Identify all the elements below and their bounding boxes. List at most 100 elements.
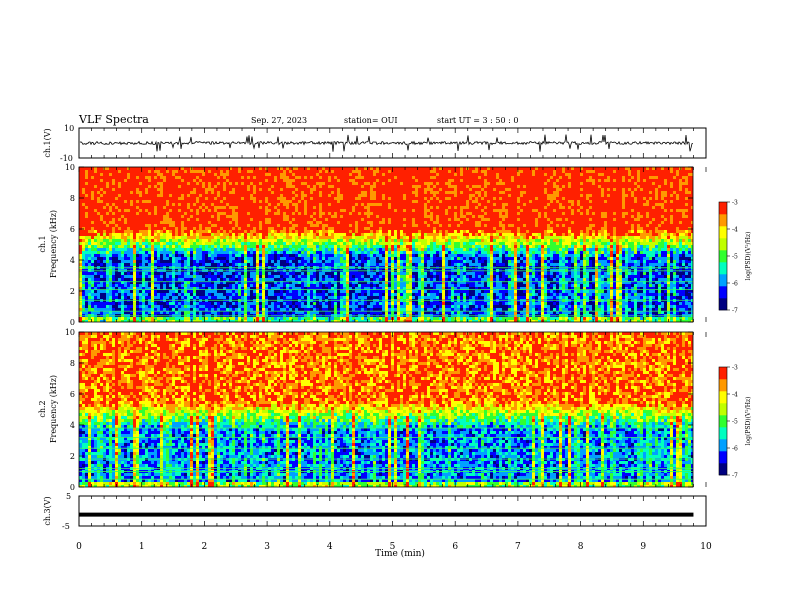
spectrogram-cell: [148, 251, 151, 254]
spectrogram-cell: [235, 218, 238, 221]
spectrogram-cell: [256, 182, 259, 185]
spectrogram-cell: [193, 176, 196, 179]
spectrogram-cell: [358, 170, 361, 173]
spectrogram-cell: [187, 167, 190, 170]
spectrogram-cell: [238, 176, 241, 179]
spectrogram-cell: [232, 275, 235, 278]
spectrogram-cell: [337, 191, 340, 194]
spectrogram-cell: [295, 221, 298, 224]
spectrogram-cell: [229, 224, 232, 227]
spectrogram-cell: [127, 293, 130, 296]
spectrogram-cell: [364, 287, 367, 290]
spectrogram-cell: [274, 215, 277, 218]
spectrogram-cell: [301, 287, 304, 290]
spectrogram-cell: [115, 239, 118, 242]
spectrogram-cell: [214, 263, 217, 266]
spectrogram-cell: [148, 173, 151, 176]
spectrogram-cell: [181, 188, 184, 191]
spectrogram-cell: [328, 203, 331, 206]
spectrogram-cell: [205, 224, 208, 227]
spectrogram-cell: [148, 290, 151, 293]
spectrogram-cell: [301, 251, 304, 254]
spectrogram-cell: [340, 227, 343, 230]
spectrogram-cell: [313, 293, 316, 296]
spectrogram-cell: [325, 242, 328, 245]
spectrogram-cell: [178, 284, 181, 287]
spectrogram-cell: [202, 296, 205, 299]
spectrogram-cell: [112, 224, 115, 227]
spectrogram-cell: [229, 203, 232, 206]
spectrogram-cell: [133, 185, 136, 188]
spectrogram-cell: [259, 284, 262, 287]
spectrogram-cell: [130, 182, 133, 185]
spectrogram-cell: [79, 302, 82, 305]
spectrogram-cell: [337, 251, 340, 254]
spectrogram-cell: [181, 290, 184, 293]
spectrogram-cell: [223, 305, 226, 308]
spectrogram-cell: [352, 260, 355, 263]
spectrogram-cell: [172, 212, 175, 215]
spectrogram-cell: [214, 302, 217, 305]
spectrogram-cell: [175, 284, 178, 287]
spectrogram-cell: [346, 248, 349, 251]
spectrogram-cell: [205, 167, 208, 170]
spectrogram-cell: [178, 257, 181, 260]
spectrogram-cell: [334, 173, 337, 176]
spectrogram-cell: [340, 200, 343, 203]
spectrogram-cell: [115, 251, 118, 254]
spectrogram-cell: [124, 290, 127, 293]
spectrogram-cell: [334, 206, 337, 209]
spectrogram-cell: [94, 236, 97, 239]
spectrogram-cell: [94, 221, 97, 224]
spectrogram-cell: [232, 227, 235, 230]
spectrogram-cell: [145, 290, 148, 293]
ch1-waveform-panel: 10 -10 ch.1(V): [43, 124, 707, 163]
spectrogram-cell: [343, 311, 346, 314]
spectrogram-cell: [124, 272, 127, 275]
spectrogram-cell: [307, 263, 310, 266]
spectrogram-cell: [217, 218, 220, 221]
spectrogram-cell: [205, 191, 208, 194]
spectrogram-cell: [343, 224, 346, 227]
spectrogram-cell: [199, 242, 202, 245]
spectrogram-cell: [292, 194, 295, 197]
spectrogram-cell: [238, 284, 241, 287]
spectrogram-cell: [307, 251, 310, 254]
spectrogram-cell: [130, 188, 133, 191]
spectrogram-cell: [289, 320, 292, 322]
spectrogram-cell: [322, 191, 325, 194]
spectrogram-cell: [268, 197, 271, 200]
spectrogram-cell: [337, 320, 340, 322]
spectrogram-cell: [169, 203, 172, 206]
spectrogram-cell: [193, 242, 196, 245]
spectrogram-cell: [241, 245, 244, 248]
spectrogram-cell: [316, 224, 319, 227]
spectrogram-cell: [166, 197, 169, 200]
spectrogram-cell: [88, 317, 91, 320]
spectrogram-cell: [151, 272, 154, 275]
spectrogram-cell: [100, 245, 103, 248]
spectrogram-cell: [166, 224, 169, 227]
spectrogram-cell: [130, 248, 133, 251]
spectrogram-cell: [172, 254, 175, 257]
spectrogram-cell: [199, 239, 202, 242]
spectrogram-cell: [241, 218, 244, 221]
spectrogram-cell: [145, 230, 148, 233]
spectrogram-cell: [346, 245, 349, 248]
spectrogram-cell: [256, 236, 259, 239]
spectrogram-cell: [217, 209, 220, 212]
spectrogram-cell: [358, 233, 361, 236]
spectrogram-cell: [289, 179, 292, 182]
spectrogram-cell: [247, 233, 250, 236]
spectrogram-cell: [109, 167, 112, 170]
spectrogram-cell: [181, 167, 184, 170]
spectrogram-cell: [157, 221, 160, 224]
spectrogram-cell: [304, 293, 307, 296]
spectrogram-cell: [139, 239, 142, 242]
spectrogram-cell: [169, 230, 172, 233]
spectrogram-cell: [130, 239, 133, 242]
spectrogram-cell: [148, 188, 151, 191]
spectrogram-cell: [220, 311, 223, 314]
spectrogram-cell: [307, 179, 310, 182]
spectrogram-cell: [361, 176, 364, 179]
